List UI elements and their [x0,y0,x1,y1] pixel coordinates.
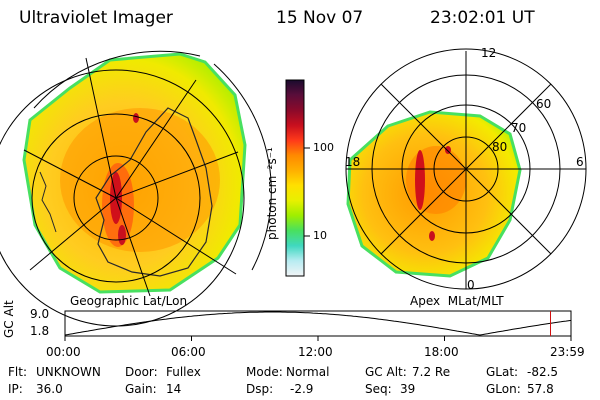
alt-axis-label: GC Alt [2,300,16,338]
colorbar-tick-label-100: 100 [313,141,334,154]
mlt-label-0: 0 [467,278,475,292]
ip-value: 36.0 [36,382,63,396]
mlat-label-80: 80 [492,140,508,154]
x-tick-0600: 06:00 [171,345,206,359]
flt-label: Flt: [8,365,27,379]
flt-value: UNKNOWN [36,365,101,379]
gcalt-label: GC Alt: [365,365,407,379]
mlt-label-6: 6 [576,155,584,169]
door-value: Fullex [166,365,201,379]
mode-label: Mode: [246,365,283,379]
altitude-strip [64,310,572,341]
apex-polar-plot [345,48,587,290]
mlt-label-12: 12 [481,46,497,60]
seq-label: Seq: [365,382,392,396]
colorbar [285,79,310,277]
gain-label: Gain: [125,382,157,396]
glon-value: 57.8 [527,382,554,396]
seq-value: 39 [400,382,416,396]
x-tick-0000: 00:00 [46,345,81,359]
glon-label: GLon: [486,382,521,396]
alt-min-label: 1.8 [30,324,50,338]
mlat-label-70: 70 [511,121,527,135]
geographic-image [0,50,272,327]
ip-label: IP: [8,382,23,396]
geographic-caption: Geographic Lat/Lon [70,294,188,308]
door-label: Door: [125,365,158,379]
mlt-label-18: 18 [345,155,361,169]
time-label: 23:02:01 UT [430,8,535,28]
colorbar-tick-label-10: 10 [313,229,327,242]
x-tick-1200: 12:00 [298,345,333,359]
mlat-label-60: 60 [536,97,552,111]
colorbar-unit-label: photon cm⁻²s⁻¹ [265,147,279,240]
alt-max-label: 9.0 [30,307,50,321]
glat-value: -82.5 [527,365,559,379]
instrument-title: Ultraviolet Imager [19,8,173,28]
x-tick-2359: 23:59 [550,345,585,359]
gain-value: 14 [166,382,182,396]
date-label: 15 Nov 07 [276,8,364,28]
gcalt-value: 7.2 Re [412,365,451,379]
altitude-curve [64,311,572,336]
glat-label: GLat: [486,365,519,379]
x-tick-1800: 18:00 [424,345,459,359]
dsp-label: Dsp: [246,382,274,396]
apex-caption: Apex MLat/MLT [410,294,504,308]
mode-value: Normal [286,365,330,379]
dsp-value: -2.9 [290,382,314,396]
